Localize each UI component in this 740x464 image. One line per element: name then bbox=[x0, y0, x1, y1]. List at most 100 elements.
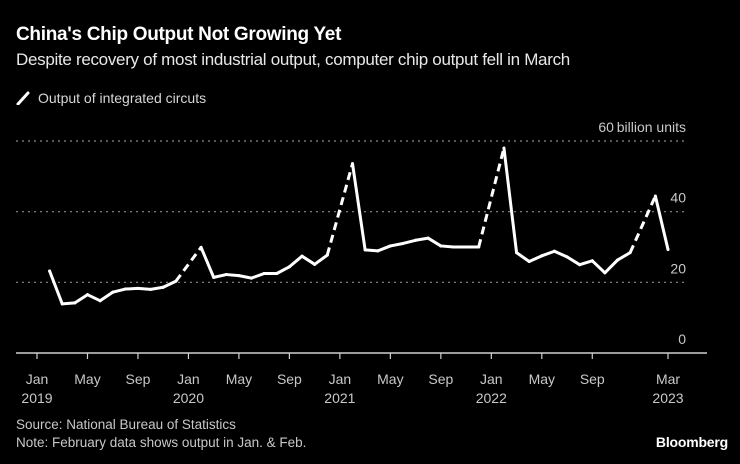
x-tick-label: Sep bbox=[125, 371, 150, 387]
data-point bbox=[48, 269, 52, 273]
x-tick-label: Jan bbox=[177, 371, 200, 387]
line-segment-dashed bbox=[325, 163, 354, 256]
footer-notes: Source: National Bureau of Statistics No… bbox=[16, 416, 306, 452]
line-segment bbox=[224, 273, 241, 278]
data-point bbox=[250, 276, 254, 280]
line-segment bbox=[212, 273, 228, 279]
line-segment bbox=[439, 244, 455, 249]
line-segment bbox=[653, 194, 670, 251]
data-point bbox=[477, 245, 481, 249]
data-point bbox=[287, 265, 291, 269]
x-tick-year-label: 2020 bbox=[173, 390, 204, 406]
line-segment bbox=[502, 146, 519, 255]
line-segment bbox=[565, 255, 582, 267]
line-segment bbox=[48, 269, 64, 306]
data-point bbox=[73, 301, 77, 305]
x-tick-year-label: 2019 bbox=[21, 390, 52, 406]
y-tick-label: 20 bbox=[670, 260, 686, 276]
x-tick-year-label: 2022 bbox=[476, 390, 507, 406]
x-axis: Jan 2019 May Sep Jan 2020 May Sep Jan 2021 May Sep J… bbox=[16, 352, 707, 406]
data-point bbox=[666, 247, 670, 251]
line-segment bbox=[60, 301, 77, 306]
data-point bbox=[325, 253, 329, 257]
data-point bbox=[616, 258, 620, 262]
line-swatch-icon bbox=[16, 91, 30, 105]
data-point bbox=[565, 255, 569, 259]
line-segment bbox=[426, 236, 443, 248]
data-point bbox=[515, 251, 519, 255]
line-segment bbox=[73, 293, 89, 305]
chart-title: China's Chip Output Not Growing Yet bbox=[16, 24, 342, 45]
data-point bbox=[199, 245, 203, 249]
series-output-of-integrated-circuits bbox=[48, 146, 670, 306]
y-tick-label: 40 bbox=[670, 190, 686, 206]
x-tick-label: Jan bbox=[480, 371, 503, 387]
data-point bbox=[237, 274, 241, 278]
data-point bbox=[136, 286, 140, 290]
line-segment bbox=[376, 244, 392, 253]
y-axis: 60 billion units 40 20 0 bbox=[598, 119, 686, 347]
data-point bbox=[414, 238, 418, 242]
line-segment bbox=[123, 286, 140, 291]
line-segment bbox=[149, 285, 165, 291]
line-segment bbox=[540, 249, 556, 258]
data-point bbox=[426, 236, 430, 240]
line-segment bbox=[351, 162, 367, 252]
line-segment bbox=[237, 274, 254, 280]
x-tick-year-label: 2023 bbox=[652, 390, 683, 406]
line-segment-dashed bbox=[477, 147, 506, 248]
x-tick-label: Sep bbox=[277, 371, 302, 387]
data-point bbox=[161, 285, 165, 289]
data-point bbox=[502, 146, 506, 150]
bloomberg-logo: Bloomberg bbox=[655, 434, 728, 450]
data-point bbox=[174, 279, 178, 283]
note-text: Note: February data shows output in Jan.… bbox=[16, 435, 307, 450]
data-point bbox=[590, 259, 594, 263]
data-point bbox=[212, 275, 216, 279]
line-segment bbox=[111, 287, 127, 294]
data-point bbox=[451, 245, 455, 249]
x-tick-label: Mar bbox=[656, 371, 680, 387]
data-point bbox=[98, 299, 102, 303]
data-point bbox=[313, 262, 317, 266]
line-segment bbox=[313, 253, 329, 266]
x-tick-label: May bbox=[377, 371, 403, 387]
line-segment bbox=[552, 249, 569, 259]
data-point bbox=[275, 272, 279, 275]
source-text: Source: National Bureau of Statistics bbox=[16, 417, 236, 432]
line-segment bbox=[527, 254, 544, 263]
line-segment bbox=[603, 258, 620, 275]
line-segment bbox=[363, 248, 380, 253]
chart-subtitle: Despite recovery of most industrial outp… bbox=[16, 50, 570, 69]
x-tick-year-label: 2021 bbox=[324, 390, 355, 406]
line-segment bbox=[250, 272, 266, 280]
x-tick-label: May bbox=[74, 371, 100, 387]
data-point bbox=[60, 302, 64, 306]
y-tick-label: 0 bbox=[678, 331, 686, 347]
data-point bbox=[111, 290, 115, 294]
x-tick-label: May bbox=[529, 371, 555, 387]
line-segment bbox=[199, 245, 216, 279]
legend-label: Output of integrated circuts bbox=[38, 90, 207, 106]
data-point bbox=[603, 271, 607, 275]
line-segment bbox=[161, 279, 178, 289]
line-segment bbox=[287, 254, 304, 269]
line-segment bbox=[515, 251, 531, 263]
line-segment bbox=[401, 238, 418, 245]
data-point bbox=[653, 194, 657, 198]
data-point bbox=[149, 287, 153, 291]
data-point bbox=[224, 273, 228, 277]
data-point bbox=[363, 248, 367, 252]
data-point bbox=[376, 249, 380, 253]
line-segment-dashed bbox=[628, 195, 657, 254]
x-tick-label: Jan bbox=[329, 371, 352, 387]
data-point bbox=[85, 293, 89, 297]
line-segment bbox=[136, 286, 153, 291]
data-point bbox=[578, 263, 582, 267]
y-tick-label: 60 billion units bbox=[598, 119, 686, 135]
x-tick-label: Jan bbox=[26, 371, 49, 387]
line-segment bbox=[275, 265, 291, 275]
data-point bbox=[628, 251, 632, 255]
line-segment bbox=[578, 259, 594, 267]
